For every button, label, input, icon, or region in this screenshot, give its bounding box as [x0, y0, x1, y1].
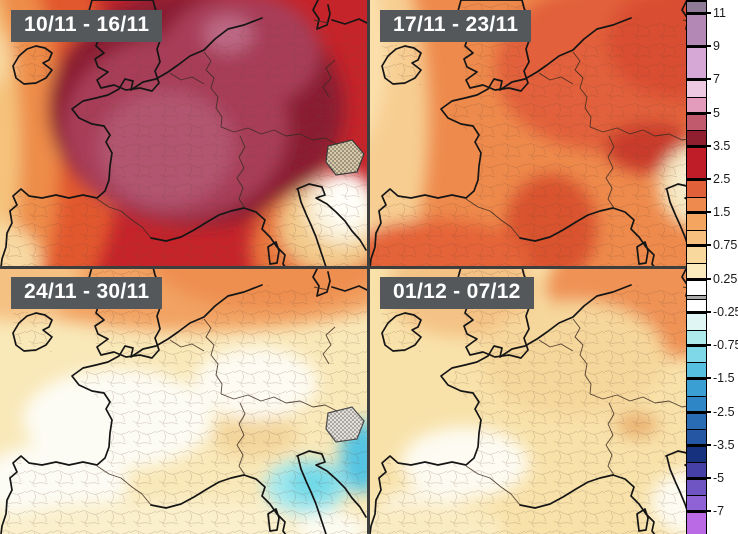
colorbar-tick	[686, 311, 711, 313]
colorbar-track	[686, 0, 707, 534]
colorbar-segment	[687, 147, 706, 180]
colorbar-segment	[687, 97, 706, 114]
map-panel-week4: 01/12 - 07/12	[369, 267, 738, 534]
colorbar-label-strip	[707, 0, 738, 534]
colorbar-tick	[686, 510, 711, 512]
colorbar-segment	[687, 213, 706, 230]
colorbar-segment	[687, 299, 706, 313]
colorbar-segment	[687, 130, 706, 147]
colorbar-segment	[687, 379, 706, 396]
colorbar-segment	[687, 479, 706, 495]
panel-divider-horizontal	[0, 266, 738, 269]
map-panel-week1: 10/11 - 16/11	[0, 0, 369, 267]
colorbar-tick-label: 7	[713, 72, 720, 86]
colorbar-tick-label: 5	[713, 106, 720, 120]
colorbar-tick	[686, 377, 711, 379]
colorbar-segment	[687, 462, 706, 479]
colorbar-tick	[686, 145, 711, 147]
anomaly-map-week1	[0, 0, 369, 267]
colorbar-tick-label: -3.5	[713, 438, 735, 452]
colorbar-tick-label: 11	[713, 6, 726, 20]
colorbar-segment	[687, 263, 706, 280]
colorbar-segment	[687, 346, 706, 362]
no-data-stipple-region	[325, 139, 365, 176]
anomaly-blob	[0, 32, 12, 84]
anomaly-map-week2	[369, 0, 738, 267]
colorbar-tick	[686, 78, 711, 80]
colorbar-tick-label: 3.5	[713, 139, 731, 153]
colorbar-tick	[686, 112, 711, 114]
colorbar-tick-label: -0.25	[713, 305, 738, 319]
colorbar-tick-label: -2.5	[713, 405, 735, 419]
colorbar-segment	[687, 313, 706, 330]
colorbar-segment	[687, 230, 706, 246]
colorbar-segment	[687, 114, 706, 130]
colorbar-segment	[687, 446, 706, 462]
colorbar-segment	[687, 47, 706, 80]
colorbar-segment	[687, 512, 706, 534]
colorbar-segment	[687, 413, 706, 429]
colorbar-segment	[687, 197, 706, 213]
panel-date-label: 01/12 - 07/12	[380, 277, 534, 309]
colorbar-segment	[687, 14, 706, 47]
colorbar-tick	[686, 178, 711, 180]
panel-date-label: 17/11 - 23/11	[380, 10, 532, 42]
colorbar-tick	[686, 477, 711, 479]
colorbar: 11 9 7 5 3.5 2.5 1.5 0.75 0.25 -0.25 -0.75 -1.5 -2.5…	[686, 0, 738, 534]
colorbar-segment	[687, 1, 706, 14]
colorbar-tick-label: 0.25	[713, 272, 738, 286]
colorbar-segment	[687, 495, 706, 512]
colorbar-segment	[687, 295, 706, 299]
colorbar-tick	[686, 444, 711, 446]
colorbar-tick	[686, 411, 711, 413]
colorbar-segment	[687, 280, 706, 295]
colorbar-segment	[687, 246, 706, 263]
colorbar-tick-label: -1.5	[713, 371, 735, 385]
anomaly-map-week3	[0, 267, 369, 534]
colorbar-segment	[687, 362, 706, 379]
colorbar-tick	[686, 278, 711, 280]
colorbar-segment	[687, 330, 706, 346]
no-data-stipple-region	[325, 406, 365, 443]
colorbar-segment	[687, 180, 706, 197]
colorbar-tick-label: -7	[713, 504, 725, 518]
map-panel-week3: 24/11 - 30/11	[0, 267, 369, 534]
colorbar-tick	[686, 12, 711, 14]
colorbar-tick	[686, 211, 711, 213]
colorbar-tick-label: 9	[713, 39, 720, 53]
colorbar-tick	[686, 45, 711, 47]
panel-date-label: 10/11 - 16/11	[11, 10, 163, 42]
colorbar-segment	[687, 80, 706, 97]
colorbar-tick	[686, 244, 711, 246]
colorbar-segment	[687, 396, 706, 413]
colorbar-tick-label: 2.5	[713, 172, 731, 186]
colorbar-segment	[687, 429, 706, 446]
colorbar-tick-label: -0.75	[713, 338, 738, 352]
colorbar-tick-label: 1.5	[713, 205, 731, 219]
panel-date-label: 24/11 - 30/11	[11, 277, 163, 309]
map-panel-week2: 17/11 - 23/11	[369, 0, 738, 267]
colorbar-tick-label: 0.75	[713, 238, 738, 252]
colorbar-tick	[686, 344, 711, 346]
colorbar-tick-label: -5	[713, 471, 725, 485]
